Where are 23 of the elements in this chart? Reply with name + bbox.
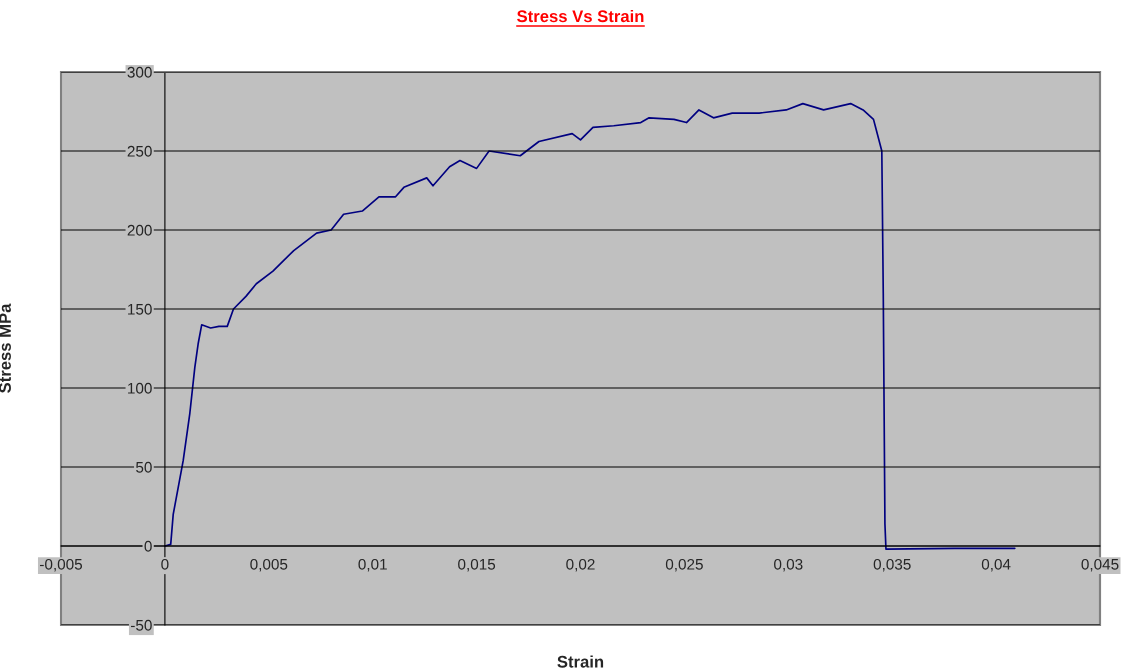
- line-series: [164, 102, 1016, 550]
- x-tick-label: 0,035: [873, 558, 911, 572]
- y-tick-label: 300: [127, 66, 152, 78]
- y-tick-label: 50: [136, 461, 152, 473]
- x-tick-label: 0,01: [358, 558, 387, 572]
- y-axis-title: Stress MPa: [0, 303, 11, 393]
- y-tick-label: 250: [127, 145, 152, 157]
- x-tick-label: 0,02: [566, 558, 595, 572]
- chart-title: Stress Vs Strain: [517, 9, 644, 23]
- x-tick-label: -0,005: [40, 558, 83, 572]
- x-tick-label: 0,04: [981, 558, 1011, 572]
- x-tick-label: 0,03: [774, 558, 803, 572]
- x-tick-label: 0,045: [1081, 558, 1119, 572]
- y-tick-label: -50: [131, 619, 152, 631]
- x-tick-label: 0: [161, 558, 169, 570]
- y-tick-label: 200: [127, 224, 152, 236]
- x-tick-label: 0,025: [665, 558, 703, 572]
- x-tick-label: 0,015: [458, 558, 496, 572]
- x-tick-label: 0,005: [250, 558, 288, 572]
- y-tick-label: 150: [128, 303, 152, 315]
- x-axis-title: Strain: [557, 655, 604, 668]
- y-tick-label: 100: [128, 382, 152, 394]
- y-tick-label: 0: [144, 540, 152, 552]
